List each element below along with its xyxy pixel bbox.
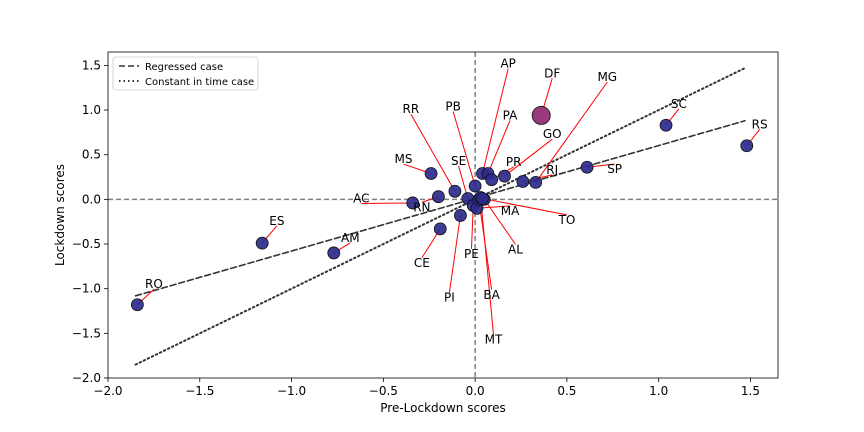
- legend-box: [112, 56, 259, 91]
- point-label-ce: CE: [414, 256, 430, 270]
- data-point-mg: [529, 175, 543, 189]
- y-tick-label: −1.5: [72, 326, 101, 340]
- point-label-rr: RR: [403, 102, 420, 116]
- data-point-go: [498, 169, 511, 183]
- data-point-ac: [406, 196, 420, 210]
- series-line-regressed: [134, 119, 746, 297]
- x-axis-label: Pre-Lockdown scores: [380, 401, 505, 415]
- point-label-sc: SC: [671, 97, 687, 111]
- point-label-ro: RO: [145, 277, 163, 291]
- annotation-line-pb: [452, 111, 476, 187]
- point-labels-layer: RO ES AM AC RN CE MS RR PI SE PE MA PB BA MT AL TO AP PA PR…: [145, 57, 768, 347]
- legend-label-regressed: Regressed case: [145, 62, 223, 73]
- y-tick-label: 1.5: [82, 58, 101, 72]
- annotation-line-rr: [410, 113, 456, 192]
- data-point-ce: [433, 222, 447, 236]
- x-tick-label: −1.5: [185, 384, 214, 398]
- data-point-es: [255, 236, 269, 250]
- x-tick-label: 1.0: [649, 384, 668, 398]
- annotation-line-ap: [481, 68, 509, 174]
- y-tick-label: −0.5: [72, 237, 101, 251]
- data-point-rs: [740, 139, 754, 153]
- point-label-mg: MG: [597, 70, 617, 84]
- data-point-sp: [580, 160, 594, 174]
- chart-lines-layer: [108, 52, 778, 378]
- point-label-pe: PE: [464, 247, 479, 261]
- data-point-sc: [659, 118, 673, 132]
- annotation-line-mg: [535, 81, 608, 183]
- point-label-es: ES: [269, 214, 284, 228]
- point-label-ap: AP: [500, 57, 515, 71]
- y-axis-label: Lockdown scores: [53, 164, 67, 266]
- annotation-line-ac: [361, 202, 413, 204]
- data-point-rn: [432, 190, 445, 204]
- annotation-line-to: [482, 197, 567, 216]
- point-label-to: TO: [558, 213, 576, 227]
- data-point-rj: [516, 175, 530, 188]
- x-tick-label: 1.5: [741, 384, 760, 398]
- data-point-pr: [485, 173, 499, 187]
- x-tick-label: −1.0: [277, 384, 306, 398]
- point-label-pb: PB: [445, 99, 460, 113]
- point-label-df: DF: [544, 66, 560, 80]
- annotation-line-mt: [480, 197, 494, 335]
- y-tick-label: 1.0: [82, 103, 101, 117]
- point-label-rj: RJ: [546, 163, 558, 177]
- y-tick-label: 0.5: [82, 148, 101, 162]
- y-tick-label: 0.0: [82, 192, 101, 206]
- point-label-rs: RS: [752, 117, 768, 131]
- data-point-to: [476, 192, 489, 205]
- x-tick-label: 0.0: [466, 384, 485, 398]
- point-label-ac: AC: [353, 191, 369, 205]
- x-tick-label: −2.0: [93, 384, 122, 398]
- data-point-am: [327, 246, 341, 260]
- data-point-ms: [424, 167, 438, 180]
- axes-layer: −2.0 −1.5 −1.0 −0.5 0.0 0.5 1.0 1.5 −2.0 −1.5 −1.0…: [72, 58, 760, 398]
- data-point-pb: [468, 179, 482, 193]
- point-label-se: SE: [451, 154, 466, 168]
- data-point-df: [531, 105, 551, 125]
- point-label-ms: MS: [395, 152, 413, 166]
- y-tick-label: −1.0: [72, 282, 101, 296]
- legend: Regressed case Constant in time case: [112, 56, 259, 91]
- annotation-line-pi: [448, 215, 461, 293]
- point-label-rn: RN: [413, 200, 430, 214]
- point-label-mt: MT: [485, 333, 503, 347]
- x-tick-label: −0.5: [369, 384, 398, 398]
- point-label-al: AL: [508, 242, 523, 256]
- data-point-ro: [130, 298, 144, 312]
- point-label-am: AM: [341, 231, 360, 245]
- annotation-line-go: [504, 138, 553, 177]
- y-tick-label: −2.0: [72, 371, 101, 385]
- legend-label-constant: Constant in time case: [145, 77, 254, 88]
- series-line-constant: [134, 67, 746, 366]
- point-label-ba: BA: [483, 288, 500, 302]
- data-point-rr: [448, 184, 462, 198]
- annotation-line-pa: [487, 120, 511, 174]
- plot-frame: [107, 51, 779, 379]
- point-label-pi: PI: [444, 291, 455, 305]
- point-label-pr: PR: [506, 155, 522, 169]
- point-label-ma: MA: [501, 204, 520, 218]
- point-label-pa: PA: [503, 108, 518, 122]
- x-tick-label: 0.5: [557, 384, 576, 398]
- point-label-go: GO: [543, 127, 562, 141]
- annotation-line-al: [483, 199, 516, 245]
- data-point-pi: [454, 209, 467, 222]
- data-points-layer: [130, 105, 754, 312]
- point-label-sp: SP: [607, 162, 622, 176]
